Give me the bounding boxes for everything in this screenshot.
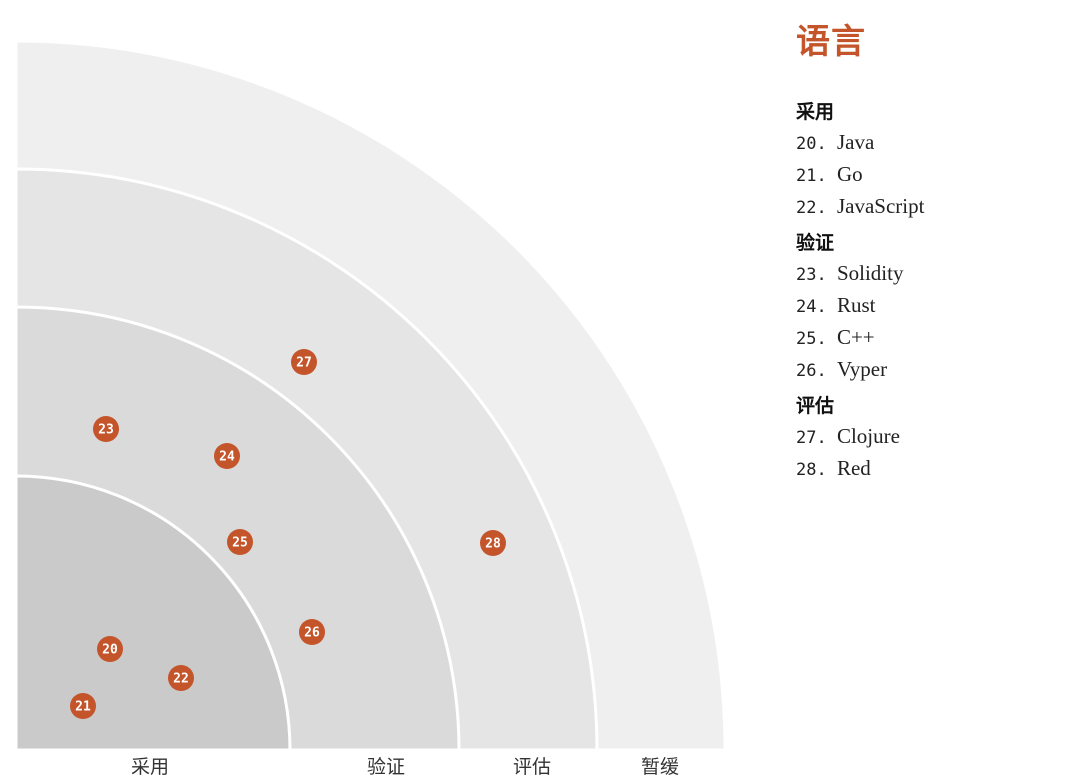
legend-item-number: 22. (796, 198, 837, 218)
legend-item[interactable]: 25. C++ (796, 322, 1066, 354)
blip-number: 24 (219, 450, 235, 465)
legend-item-name: Rust (836, 293, 876, 317)
legend-item-number: 21. (796, 166, 837, 186)
radar-quadrant: 20 21 22 23 24 25 26 27 28 (14, 39, 727, 752)
legend-item-name: Clojure (836, 424, 900, 448)
ring-label-2: 验证 (366, 756, 406, 778)
legend-item[interactable]: 23. Solidity (796, 258, 1066, 290)
blip-21[interactable]: 21 (70, 693, 96, 719)
legend-item[interactable]: 26. Vyper (796, 354, 1066, 386)
legend-item-name: C++ (836, 325, 875, 349)
legend-item-name: Vyper (836, 357, 888, 381)
blip-20[interactable]: 20 (97, 636, 123, 662)
blip-circle (480, 530, 506, 556)
blip-26[interactable]: 26 (299, 619, 325, 645)
legend-item[interactable]: 28. Red (796, 453, 1066, 485)
legend-item-number: 26. (796, 361, 837, 381)
blip-number: 21 (75, 700, 91, 715)
legend-item-number: 25. (796, 329, 837, 349)
legend-item-number: 20. (796, 134, 837, 154)
legend-item-number: 27. (796, 428, 837, 448)
legend-item[interactable]: 22. JavaScript (796, 191, 1066, 223)
blip-circle (299, 619, 325, 645)
ring-1 (14, 474, 292, 752)
legend-item-name: Solidity (836, 261, 904, 285)
legend-group-title: 采用 (796, 101, 835, 123)
legend-item-number: 28. (796, 460, 837, 480)
legend-item[interactable]: 20. Java (796, 127, 1066, 159)
blip-28[interactable]: 28 (480, 530, 506, 556)
legend-group: 评估 27. Clojure 28. Red (796, 393, 1066, 485)
blip-circle (70, 693, 96, 719)
blip-number: 20 (102, 643, 118, 658)
blip-circle (168, 665, 194, 691)
blip-23[interactable]: 23 (93, 416, 119, 442)
blip-24[interactable]: 24 (214, 443, 240, 469)
blip-circle (97, 636, 123, 662)
blip-circle (214, 443, 240, 469)
legend-panel: 语言 采用 20. Java 21. Go 22. JavaScript 验证 23. S… (796, 14, 1066, 492)
blip-25[interactable]: 25 (227, 529, 253, 555)
legend-item[interactable]: 27. Clojure (796, 421, 1066, 453)
blip-circle (93, 416, 119, 442)
ring-label-3: 评估 (512, 756, 552, 778)
legend-item[interactable]: 21. Go (796, 159, 1066, 191)
legend-item[interactable]: 24. Rust (796, 290, 1066, 322)
legend-group-title: 验证 (796, 232, 835, 254)
blip-number: 27 (296, 356, 312, 371)
ring-label-4: 暂缓 (640, 756, 680, 778)
blip-number: 28 (485, 537, 501, 552)
legend-item-name: Go (836, 162, 863, 186)
blip-number: 22 (173, 672, 189, 687)
legend-group: 采用 20. Java 21. Go 22. JavaScript (796, 99, 1066, 223)
blip-22[interactable]: 22 (168, 665, 194, 691)
legend-group-title: 评估 (796, 395, 835, 417)
legend-item-name: JavaScript (836, 194, 925, 218)
legend-item-name: Red (836, 456, 871, 480)
legend-item-number: 24. (796, 297, 837, 317)
blip-number: 26 (304, 626, 320, 641)
legend-group: 验证 23. Solidity 24. Rust 25. C++ 26. Vyper (796, 230, 1066, 386)
blip-27[interactable]: 27 (291, 349, 317, 375)
legend-item-name: Java (836, 130, 875, 154)
blip-number: 25 (232, 536, 248, 551)
legend-title: 语言 (796, 22, 866, 62)
ring-label-1: 采用 (130, 756, 170, 778)
legend-groups: 采用 20. Java 21. Go 22. JavaScript 验证 23. Soli… (796, 99, 1066, 485)
blip-number: 23 (98, 423, 114, 438)
blip-circle (227, 529, 253, 555)
legend-item-number: 23. (796, 265, 837, 285)
blip-circle (291, 349, 317, 375)
